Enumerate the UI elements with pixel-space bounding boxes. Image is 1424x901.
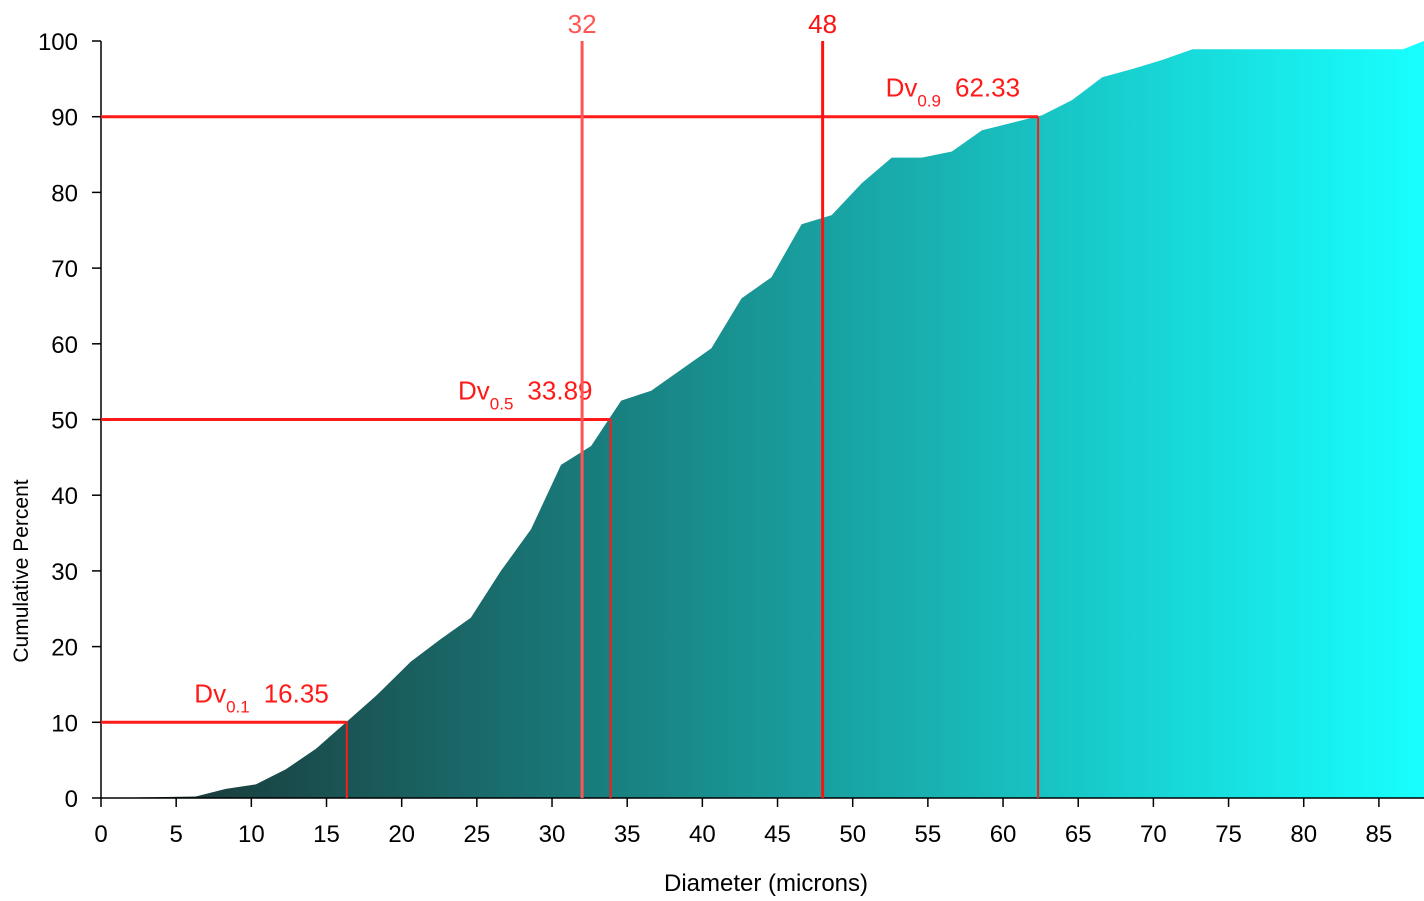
dv-label: Dv0.9 62.33 <box>886 73 1021 111</box>
x-tick-label: 0 <box>94 821 107 848</box>
y-tick-label: 100 <box>38 29 78 56</box>
area-layer <box>101 41 1424 798</box>
x-tick-label: 25 <box>464 821 491 848</box>
y-tick-label: 20 <box>51 635 78 662</box>
x-tick-label: 15 <box>313 821 340 848</box>
y-tick-label: 50 <box>51 408 78 435</box>
y-tick-label: 0 <box>65 786 78 813</box>
dv-label: Dv0.1 16.35 <box>194 678 329 716</box>
y-tick-label: 90 <box>51 105 78 132</box>
x-axis-title: Diameter (microns) <box>664 870 868 897</box>
annotation-layer: Dv0.1 16.35 Dv0.5 33.89 Dv0.9 62.33 32 48 <box>101 9 1040 798</box>
cumulative-area <box>101 41 1424 798</box>
y-tick-label: 80 <box>51 180 78 207</box>
x-tick-label: 45 <box>764 821 791 848</box>
x-tick-label: 80 <box>1290 821 1317 848</box>
y-tick-label: 40 <box>51 483 78 510</box>
x-tick-label: 10 <box>238 821 265 848</box>
x-tick-label: 75 <box>1215 821 1242 848</box>
x-tick-label: 85 <box>1366 821 1393 848</box>
x-tick-label: 5 <box>169 821 182 848</box>
x-tick-label: 55 <box>915 821 942 848</box>
y-tick-label: 10 <box>51 710 78 737</box>
x-tick-label: 20 <box>388 821 415 848</box>
x-tick-label: 70 <box>1140 821 1167 848</box>
marker-label: 48 <box>808 9 837 39</box>
x-tick-label: 30 <box>539 821 566 848</box>
x-tick-label: 50 <box>839 821 866 848</box>
y-tick-label: 30 <box>51 559 78 586</box>
axes-layer: 0 5 10 15 20 25 30 35 40 45 50 55 60 65 70 75 80 85 0 10 20 3… <box>38 29 1424 848</box>
marker-label: 32 <box>568 9 597 39</box>
y-tick-label: 70 <box>51 256 78 283</box>
dv-label: Dv0.5 33.89 <box>458 376 593 414</box>
x-tick-label: 35 <box>614 821 641 848</box>
y-tick-label: 60 <box>51 332 78 359</box>
x-tick-label: 40 <box>689 821 716 848</box>
x-tick-label: 65 <box>1065 821 1092 848</box>
x-tick-label: 60 <box>990 821 1017 848</box>
y-axis-title: Cumulative Percent <box>10 479 33 662</box>
